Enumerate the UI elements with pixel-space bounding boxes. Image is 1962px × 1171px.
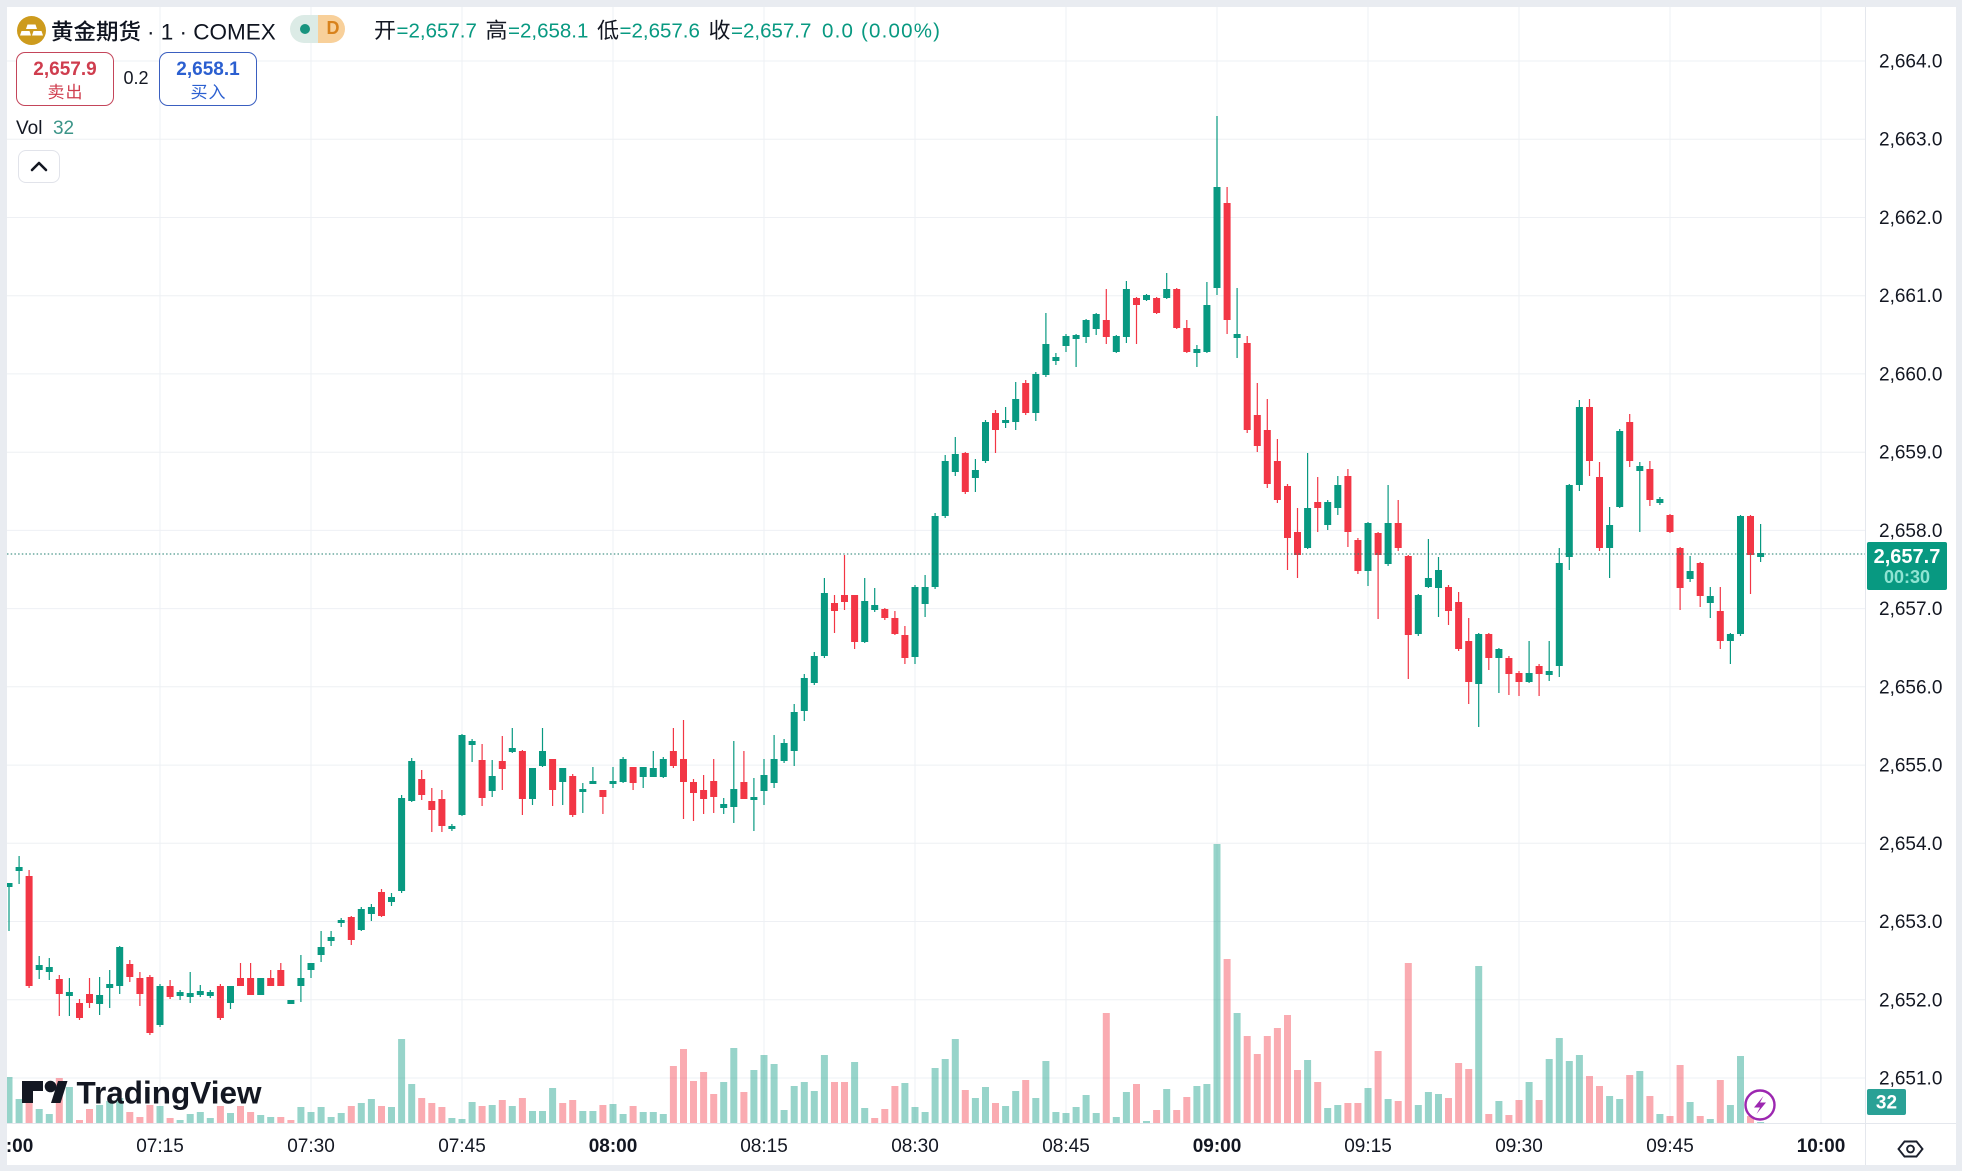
svg-text:=2,657.6: =2,657.6 [620, 20, 700, 43]
svg-text:=2,657.7: =2,657.7 [731, 20, 811, 43]
svg-text:2,656.0: 2,656.0 [1879, 677, 1942, 698]
svg-text:2,659.0: 2,659.0 [1879, 443, 1942, 464]
svg-text:2,655.0: 2,655.0 [1879, 756, 1942, 777]
svg-text:0.0 (0.00%): 0.0 (0.00%) [822, 20, 941, 43]
svg-text:00:30: 00:30 [1884, 567, 1930, 587]
svg-text:2,663.0: 2,663.0 [1879, 130, 1942, 151]
svg-text:=2,657.7: =2,657.7 [397, 20, 477, 43]
svg-text:2,660.0: 2,660.0 [1879, 364, 1942, 385]
svg-text:2,657.0: 2,657.0 [1879, 599, 1942, 620]
svg-text:=2,658.1: =2,658.1 [508, 20, 588, 43]
svg-text:2,658.0: 2,658.0 [1879, 521, 1942, 542]
svg-text:2,661.0: 2,661.0 [1879, 286, 1942, 307]
svg-text:08:30: 08:30 [891, 1136, 939, 1157]
svg-text:07:00: 07:00 [7, 1136, 33, 1157]
svg-text:2,662.0: 2,662.0 [1879, 208, 1942, 229]
svg-text:09:00: 09:00 [1193, 1136, 1242, 1157]
svg-text:07:45: 07:45 [438, 1136, 486, 1157]
svg-text:2,657.7: 2,657.7 [1874, 546, 1941, 568]
svg-text:2,652.0: 2,652.0 [1879, 990, 1942, 1011]
svg-text:09:30: 09:30 [1495, 1136, 1543, 1157]
svg-text:08:15: 08:15 [740, 1136, 788, 1157]
svg-text:08:00: 08:00 [589, 1136, 638, 1157]
svg-text:32: 32 [1876, 1093, 1897, 1114]
svg-text:09:45: 09:45 [1646, 1136, 1694, 1157]
svg-text:07:15: 07:15 [136, 1136, 184, 1157]
svg-text:· 1 · COMEX: · 1 · COMEX [147, 20, 276, 45]
svg-text:10:00: 10:00 [1797, 1136, 1846, 1157]
svg-text:2,654.0: 2,654.0 [1879, 834, 1942, 855]
svg-text:2,653.0: 2,653.0 [1879, 912, 1942, 933]
svg-text:08:45: 08:45 [1042, 1136, 1090, 1157]
svg-text:2,664.0: 2,664.0 [1879, 52, 1942, 73]
svg-text:2,651.0: 2,651.0 [1879, 1069, 1942, 1090]
svg-text:07:30: 07:30 [287, 1136, 335, 1157]
svg-text:09:15: 09:15 [1344, 1136, 1392, 1157]
svg-text:TradingView: TradingView [77, 1075, 262, 1111]
